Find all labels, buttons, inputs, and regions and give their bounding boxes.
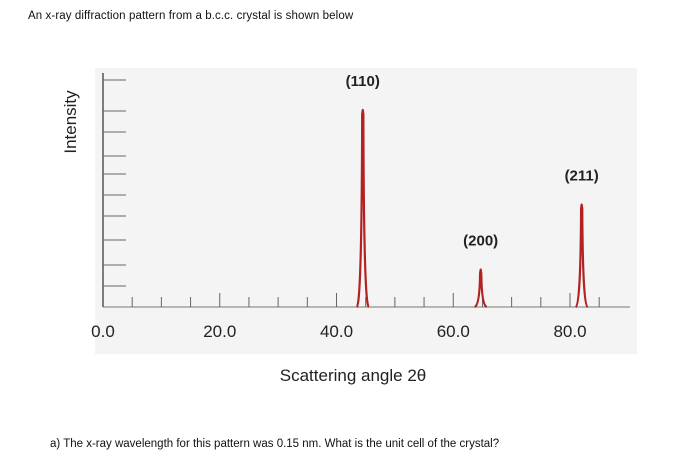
peaks: (110) (200) (211)	[346, 73, 599, 309]
peak-label: (211)	[565, 168, 599, 185]
peak-110	[355, 108, 370, 309]
plot-background	[95, 68, 637, 354]
x-tick-label: 80.0	[553, 322, 586, 341]
question-text: a) The x-ray wavelength for this pattern…	[50, 438, 500, 450]
x-axis-label: Scattering angle 2θ	[280, 366, 427, 385]
x-tick-label: 40.0	[320, 322, 353, 341]
intro-text: An x-ray diffraction pattern from a b.c.…	[28, 10, 354, 22]
axes	[102, 73, 630, 308]
peak-200	[473, 268, 488, 309]
x-ticks: 0.0 20.0 40.0 60.0 80.0	[91, 293, 600, 341]
peak-211	[574, 203, 589, 309]
x-tick-label: 20.0	[203, 322, 236, 341]
peak-label: (200)	[463, 233, 498, 250]
y-axis-label: Intensity	[61, 90, 80, 154]
peak-label: (110)	[346, 73, 380, 90]
x-tick-label: 60.0	[437, 322, 470, 341]
x-tick-label: 0.0	[91, 322, 115, 341]
